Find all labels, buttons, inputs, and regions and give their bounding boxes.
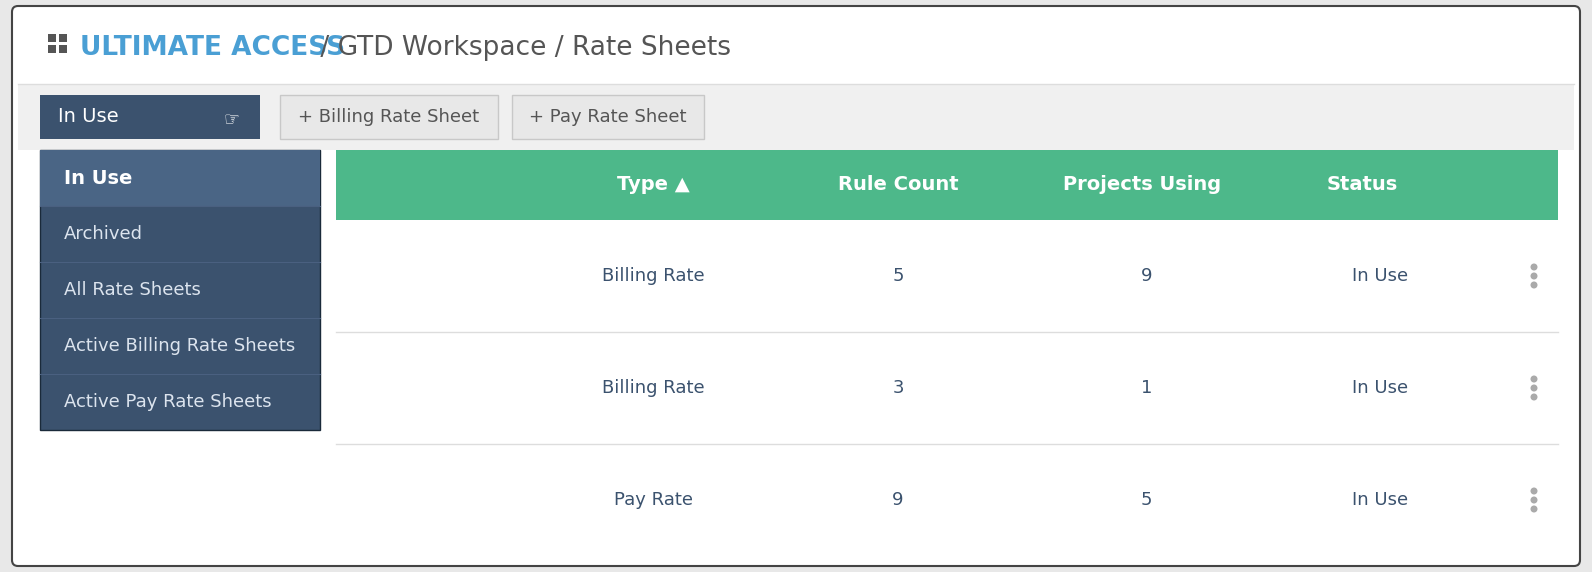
Text: In Use: In Use <box>64 169 132 188</box>
Circle shape <box>1532 394 1536 400</box>
Text: In Use: In Use <box>1353 267 1409 285</box>
Text: Rule Count: Rule Count <box>837 176 958 194</box>
Text: Type ▲: Type ▲ <box>618 176 689 194</box>
Text: All Rate Sheets: All Rate Sheets <box>64 281 201 299</box>
Text: In Use: In Use <box>57 108 119 126</box>
Text: In Use: In Use <box>1353 491 1409 509</box>
Text: In Use: In Use <box>1353 379 1409 397</box>
Bar <box>336 444 1559 556</box>
Bar <box>336 332 1559 444</box>
Bar <box>48 45 56 53</box>
Bar <box>59 34 67 42</box>
FancyBboxPatch shape <box>13 6 1579 566</box>
Circle shape <box>1532 376 1536 382</box>
Bar <box>48 34 56 42</box>
Bar <box>336 220 1559 332</box>
Text: Projects Using: Projects Using <box>1063 176 1221 194</box>
Text: Status: Status <box>1326 176 1398 194</box>
Text: Active Pay Rate Sheets: Active Pay Rate Sheets <box>64 393 272 411</box>
Circle shape <box>1532 385 1536 391</box>
Circle shape <box>1532 273 1536 279</box>
Bar <box>18 12 1574 84</box>
Bar <box>336 150 1559 220</box>
Bar <box>513 95 704 139</box>
Text: Billing Rate: Billing Rate <box>602 379 705 397</box>
Bar <box>18 84 1574 150</box>
Bar <box>40 150 320 430</box>
Text: Active Billing Rate Sheets: Active Billing Rate Sheets <box>64 337 295 355</box>
Circle shape <box>1532 488 1536 494</box>
Text: + Billing Rate Sheet: + Billing Rate Sheet <box>298 108 479 126</box>
Bar <box>280 95 498 139</box>
Text: 5: 5 <box>1141 491 1153 509</box>
Bar <box>59 45 67 53</box>
Text: Pay Rate: Pay Rate <box>615 491 693 509</box>
Text: Billing Rate: Billing Rate <box>602 267 705 285</box>
Circle shape <box>1532 497 1536 503</box>
Circle shape <box>1532 264 1536 270</box>
Text: + Pay Rate Sheet: + Pay Rate Sheet <box>529 108 686 126</box>
Circle shape <box>1532 506 1536 512</box>
Circle shape <box>1532 282 1536 288</box>
Text: 9: 9 <box>893 491 904 509</box>
Text: ULTIMATE ACCESS: ULTIMATE ACCESS <box>80 35 345 61</box>
Bar <box>40 150 320 206</box>
Bar <box>40 95 259 139</box>
Text: 3: 3 <box>893 379 904 397</box>
Text: 5: 5 <box>893 267 904 285</box>
Text: 1: 1 <box>1141 379 1153 397</box>
Text: / GTD Workspace / Rate Sheets: / GTD Workspace / Rate Sheets <box>312 35 731 61</box>
Text: Archived: Archived <box>64 225 143 243</box>
Text: ☞: ☞ <box>224 110 240 128</box>
Text: 9: 9 <box>1141 267 1153 285</box>
